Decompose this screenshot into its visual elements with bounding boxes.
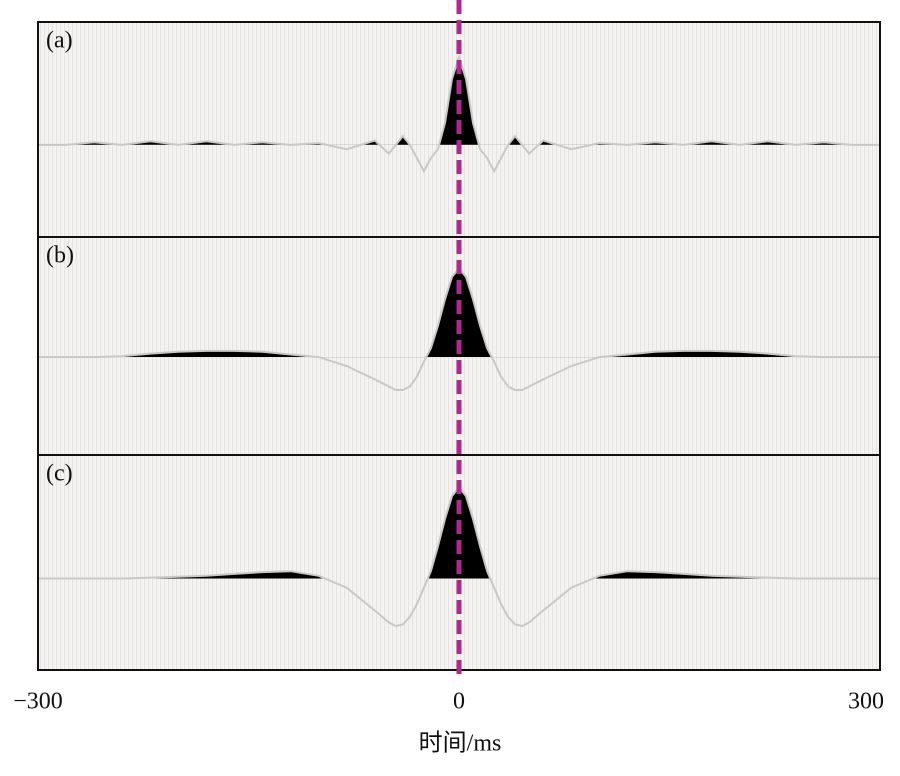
panel-label: (a)	[46, 28, 73, 54]
panel-label: (c)	[46, 461, 73, 487]
x-tick-label: −300	[13, 689, 63, 715]
x-tick-label: 300	[848, 689, 884, 715]
panel-label: (b)	[46, 243, 74, 269]
x-axis-label: 时间/ms	[419, 730, 502, 757]
x-tick-label: 0	[453, 689, 465, 715]
trace-line	[38, 53, 880, 174]
